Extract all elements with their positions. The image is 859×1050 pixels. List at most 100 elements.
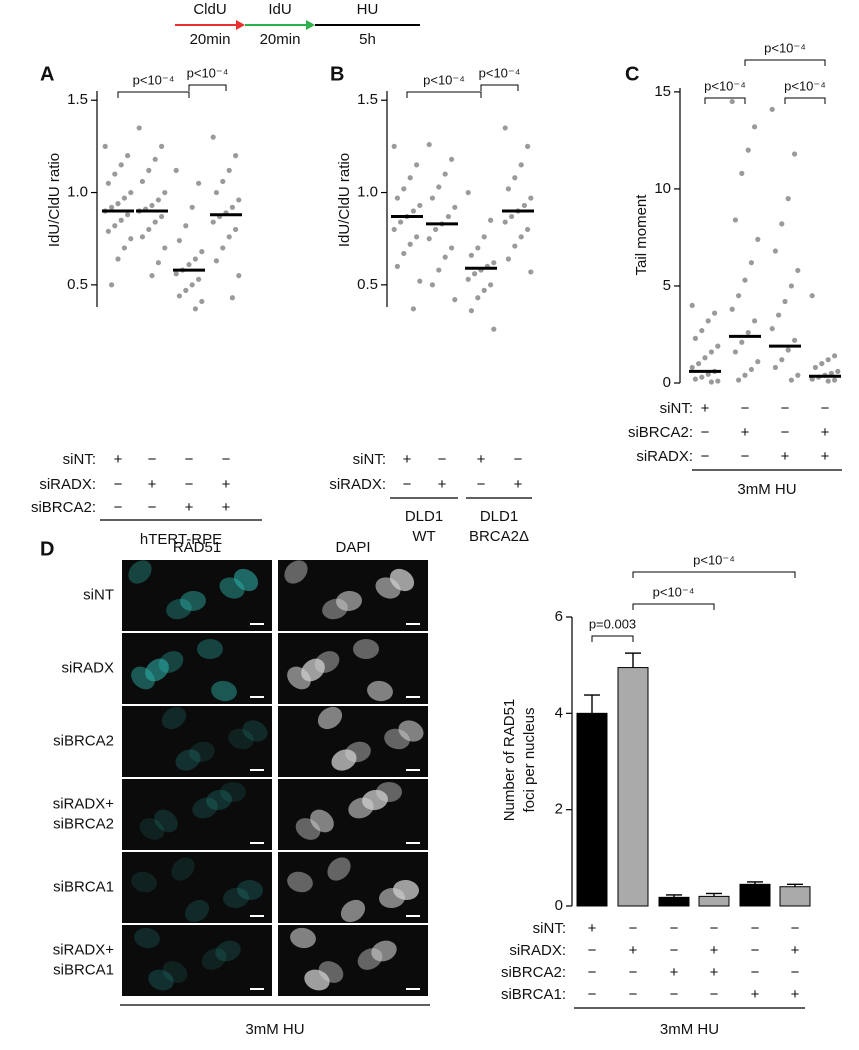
nucleus [171,857,195,881]
condition-sign: + [222,476,231,493]
data-point [407,241,413,247]
data-point [139,178,145,185]
condition-sign: + [148,476,157,493]
p-value: p<10⁻⁴ [764,40,806,55]
data-point [442,254,448,260]
data-point [394,263,400,269]
data-point [475,295,481,301]
data-point [481,287,487,293]
data-point [819,360,825,367]
condition-sign: − [185,451,194,468]
nucleus [175,749,201,771]
data-point [525,226,531,233]
data-point [491,260,497,266]
data-point [109,282,115,288]
nucleus [180,590,206,612]
nucleus [295,818,321,840]
condition-sign: + [741,424,750,441]
condition-sign: − [114,499,123,516]
data-point [236,197,242,203]
nucleus [237,879,263,901]
data-point [509,213,515,220]
data-point [146,226,152,233]
nucleus [379,887,405,909]
nucleus [287,871,313,893]
data-point [692,376,699,382]
data-point [752,124,758,130]
nucleus [184,899,210,923]
condition-sign: − [148,451,157,468]
nucleus [201,948,227,970]
condition-label: siRADX: [39,476,96,493]
data-point [429,195,435,201]
data-point [410,306,416,312]
data-point [742,372,748,378]
data-point [394,195,400,201]
significance-bracket [744,59,826,66]
data-point [835,368,841,374]
data-point [748,260,755,266]
data-point [125,153,131,159]
data-point [729,98,735,105]
condition-sign: − [751,964,760,981]
data-point [785,347,791,353]
condition-sign: + [438,476,447,493]
condition-sign: + [791,942,800,959]
data-point [236,273,242,279]
image-row-label: siNT [83,586,114,603]
data-point [488,217,494,223]
data-point [779,221,785,227]
micrograph [122,779,272,850]
data-point [210,134,216,140]
condition-sign: − [710,986,719,1003]
y-tick-label: 1.5 [67,91,88,108]
data-point [739,339,745,345]
data-point [715,378,721,384]
data-point [745,329,751,336]
group-label: hTERT-RPE [140,531,222,548]
micrograph [122,852,272,923]
condition-label: siRADX: [509,942,566,959]
condition-sign: − [741,448,750,465]
data-point [752,318,758,324]
condition-sign: − [670,920,679,937]
nucleus [287,666,311,690]
data-point [128,236,134,242]
data-point [512,243,518,249]
y-tick-label: 0 [663,374,671,391]
data-point [502,219,508,225]
data-point [705,371,711,377]
y-axis-label: Number of RAD51 [501,699,518,822]
nucleus [192,797,218,819]
nucleus [131,666,155,690]
nucleus [336,590,362,612]
data-point [465,189,471,196]
condition-sign: − [821,400,830,417]
segment-label: IdU [268,1,291,18]
condition-sign: − [222,451,231,468]
nucleus [233,568,259,592]
data-point [788,377,795,383]
significance-bracket [784,97,826,104]
condition-sign: − [670,942,679,959]
condition-sign: − [751,920,760,937]
condition-sign: − [781,400,790,417]
data-point [189,282,195,288]
nucleus [197,639,223,659]
data-point [788,283,795,289]
group-label: WT [412,528,435,545]
nucleus [304,969,330,991]
data-point [776,312,782,318]
data-point [121,245,127,251]
data-point [226,234,232,240]
data-point [186,261,192,268]
p-value: p=0.003 [589,616,636,631]
data-point [491,326,497,332]
nucleus [322,598,348,620]
data-point [689,302,695,308]
nucleus [353,639,379,659]
data-point [782,298,788,305]
data-point [452,297,458,303]
micrograph [122,925,272,996]
data-point [115,256,121,262]
